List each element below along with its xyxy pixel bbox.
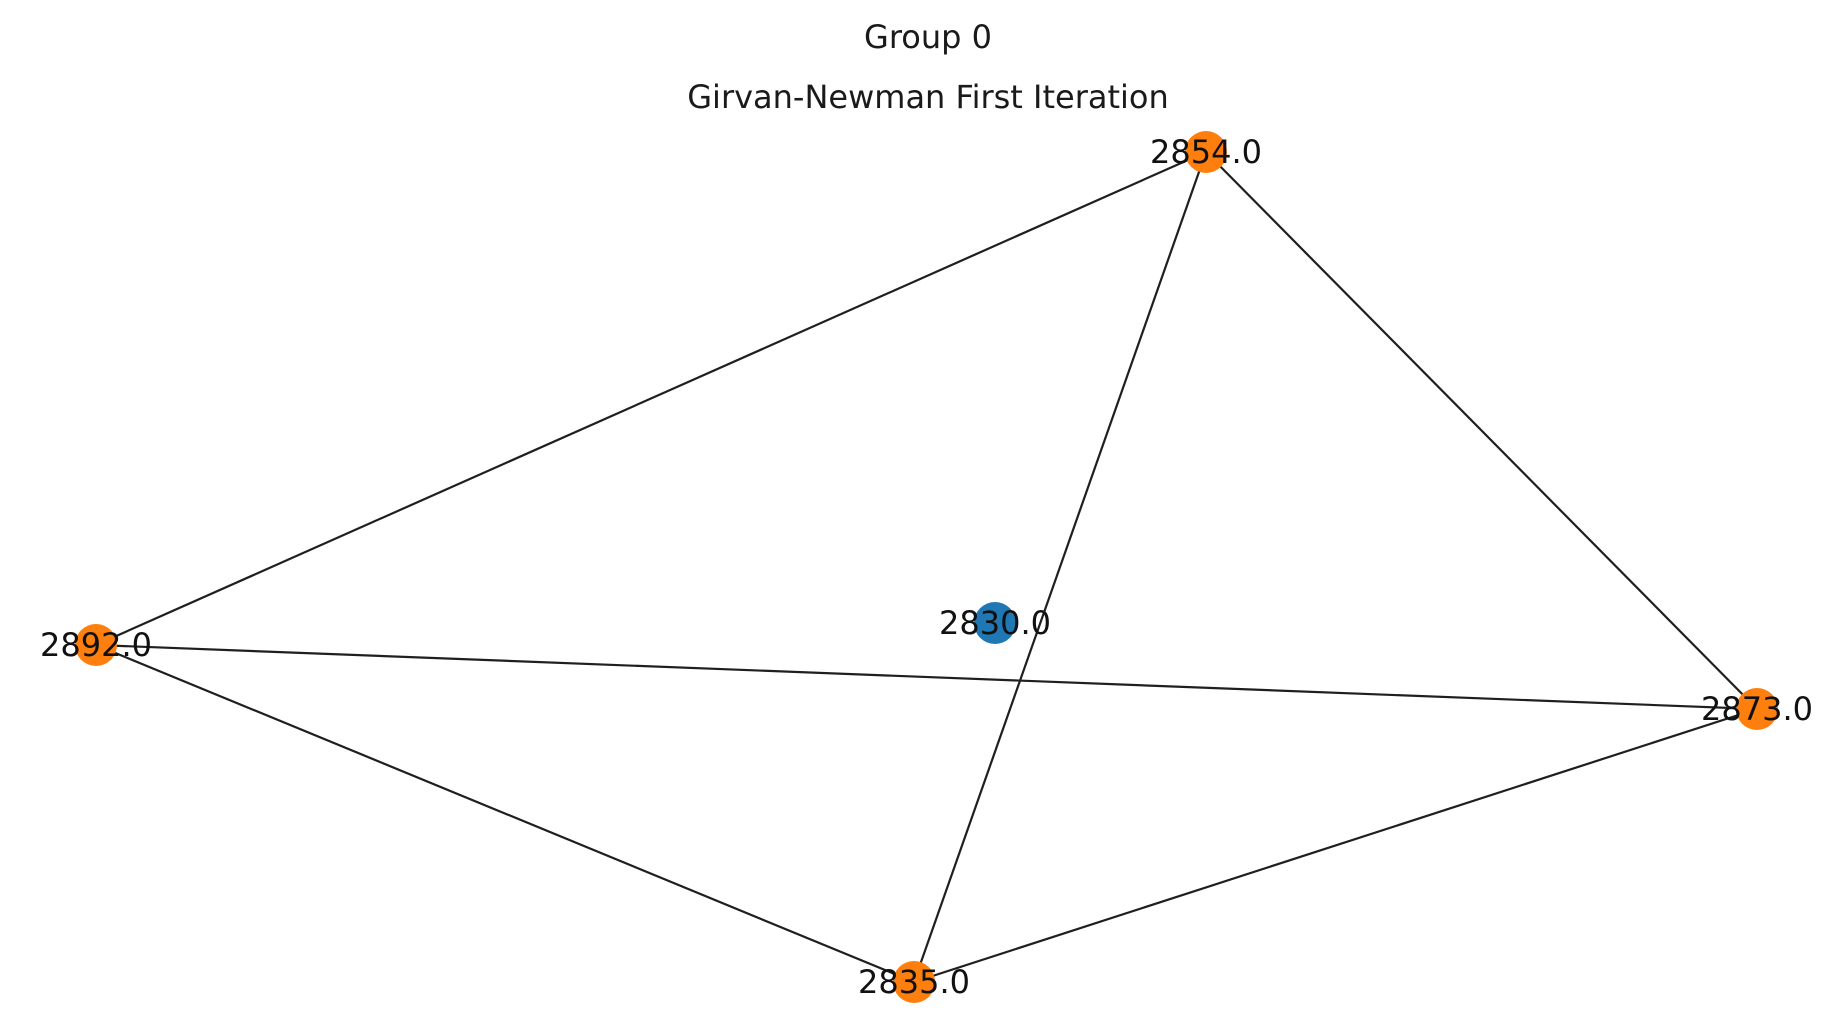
node-2830.0 [974, 602, 1016, 644]
node-label-2830.0: 2830.0 [939, 604, 1051, 642]
node-2835.0 [893, 961, 935, 1003]
edges-layer [95, 150, 1758, 984]
nodes-layer [75, 131, 1778, 1003]
edge-2854.0-2835.0 [912, 151, 1208, 983]
edge-2892.0-2835.0 [95, 643, 915, 984]
node-2873.0 [1736, 688, 1778, 730]
edge-2892.0-2873.0 [95, 643, 1758, 711]
edge-2854.0-2892.0 [95, 150, 1207, 647]
node-label-2835.0: 2835.0 [858, 963, 970, 1001]
node-label-2873.0: 2873.0 [1701, 690, 1813, 728]
node-2892.0 [75, 624, 117, 666]
node-label-2892.0: 2892.0 [40, 626, 152, 664]
edge-2854.0-2873.0 [1205, 151, 1758, 710]
node-2854.0 [1185, 131, 1227, 173]
labels-layer: 2854.0 2892.0 2873.0 2835.0 2830.0 [40, 133, 1813, 1001]
figure-title: Girvan-Newman First Iteration [687, 78, 1169, 116]
figure-suptitle: Group 0 [864, 18, 992, 56]
edge-2835.0-2873.0 [913, 707, 1758, 984]
node-label-2854.0: 2854.0 [1150, 133, 1262, 171]
